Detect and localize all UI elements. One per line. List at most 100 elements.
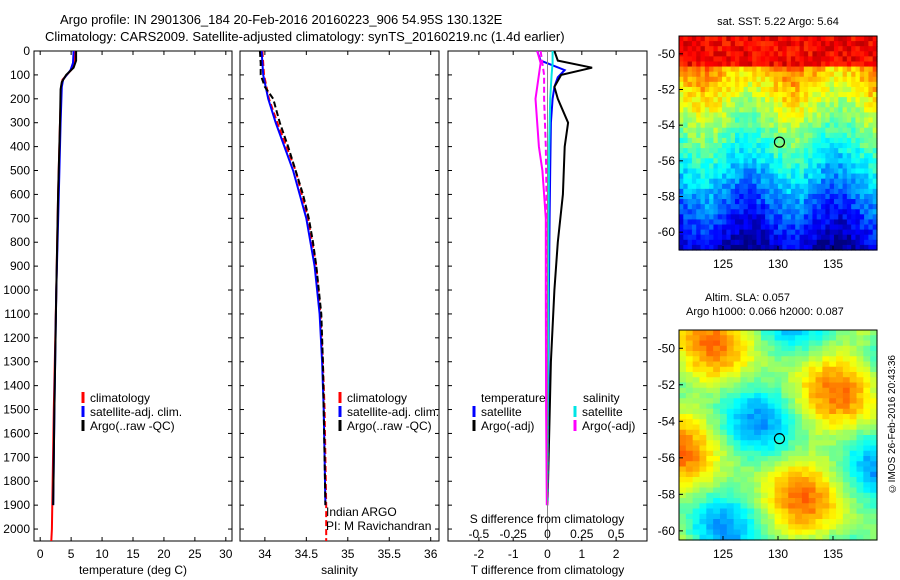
heatmap-cell <box>743 219 749 226</box>
heatmap-cell <box>692 366 701 373</box>
heatmap-cell <box>872 239 878 246</box>
heatmap-cell <box>769 81 775 88</box>
heatmap-cell <box>786 66 792 73</box>
heatmap-cell <box>706 477 714 483</box>
heatmap-cell <box>795 107 801 114</box>
heatmap-cell <box>754 419 762 426</box>
heatmap-cell <box>706 492 714 499</box>
heatmap-cell <box>730 244 736 251</box>
heatmap-cell <box>808 508 817 515</box>
heatmap-cell <box>838 112 844 119</box>
heatmap-cell <box>734 199 740 205</box>
heatmap-cell <box>683 127 689 134</box>
heatmap-cell <box>679 97 684 103</box>
heatmap-cell <box>801 435 810 441</box>
heatmap-cell <box>795 450 803 457</box>
heatmap-cell <box>747 408 755 415</box>
heatmap-cell <box>859 153 865 159</box>
heatmap-cell <box>760 239 766 246</box>
heatmap-cell <box>808 51 814 57</box>
heatmap-cell <box>699 387 707 394</box>
heatmap-cell <box>781 398 789 405</box>
s-tick-label: 0.5 <box>608 527 625 541</box>
heatmap-cell <box>717 209 723 215</box>
heatmap-cell <box>691 56 697 63</box>
heatmap-cell <box>833 102 839 108</box>
heatmap-cell <box>788 414 796 420</box>
heatmap-cell <box>815 487 823 494</box>
heatmap-cell <box>726 471 735 478</box>
heatmap-cell <box>864 219 869 226</box>
heatmap-cell <box>851 153 857 159</box>
heatmap-cell <box>815 529 823 536</box>
heatmap-cell <box>765 122 770 129</box>
heatmap-cell <box>856 382 864 389</box>
heatmap-cell <box>704 102 710 108</box>
heatmap-cell <box>859 168 865 175</box>
heatmap-cell <box>760 143 766 149</box>
heatmap-cell <box>679 132 684 139</box>
heatmap-cell <box>774 345 783 352</box>
heatmap-cell <box>851 102 857 108</box>
heatmap-cell <box>822 435 830 441</box>
heatmap-cell <box>734 193 740 200</box>
heatmap-cell <box>846 41 852 47</box>
heatmap-cell <box>808 524 817 531</box>
heatmap-cell <box>803 81 809 88</box>
heatmap-cell <box>709 183 715 190</box>
heatmap-cell <box>795 117 801 124</box>
heatmap-cell <box>743 199 749 205</box>
heatmap-cell <box>726 244 732 251</box>
heatmap-cell <box>859 36 865 42</box>
heatmap-cell <box>851 132 857 139</box>
heatmap-cell <box>855 61 861 68</box>
x-tick-label: 2 <box>613 547 620 561</box>
heatmap-cell <box>821 132 826 139</box>
heatmap-cell <box>679 445 687 452</box>
heatmap-cell <box>726 209 732 215</box>
heatmap-cell <box>699 461 707 468</box>
heatmap-cell <box>704 168 710 175</box>
heatmap-cell <box>782 163 788 170</box>
heatmap-cell <box>822 456 830 462</box>
heatmap-cell <box>812 244 818 251</box>
heatmap-cell <box>747 513 755 520</box>
heatmap-cell <box>726 424 735 431</box>
heatmap-cell <box>706 408 714 415</box>
heatmap-cell <box>815 471 823 478</box>
heatmap-cell <box>808 361 817 368</box>
heatmap-cell <box>868 41 874 47</box>
heatmap-cell <box>778 199 783 205</box>
heatmap-cell <box>754 335 762 342</box>
heatmap-cell <box>734 56 740 63</box>
heatmap-cell <box>756 168 762 175</box>
heatmap-cell <box>868 127 874 134</box>
heatmap-cell <box>713 487 721 494</box>
heatmap-cell <box>778 97 783 103</box>
heatmap-cell <box>803 193 809 200</box>
heatmap-cell <box>679 408 687 415</box>
heatmap-cell <box>825 168 831 175</box>
heatmap-cell <box>808 345 817 352</box>
heatmap-cell <box>795 435 803 441</box>
heatmap-cell <box>829 163 835 170</box>
heatmap-cell <box>679 524 687 531</box>
heatmap-cell <box>709 239 715 246</box>
heatmap-cell <box>799 143 805 149</box>
heatmap-cell <box>838 143 844 149</box>
heatmap-cell <box>743 158 749 164</box>
heatmap-cell <box>774 356 783 363</box>
heatmap-cell <box>815 450 823 457</box>
heatmap-cell <box>822 408 830 415</box>
heatmap-cell <box>778 61 783 68</box>
heatmap-cell <box>795 445 803 452</box>
heatmap-cell <box>822 393 830 399</box>
heatmap-cell <box>786 97 792 103</box>
heatmap-cell <box>846 214 852 221</box>
heatmap-cell <box>816 168 822 175</box>
heatmap-cell <box>870 440 878 447</box>
heatmap-cell <box>799 46 805 52</box>
heatmap-cell <box>799 158 805 164</box>
heatmap-cell <box>868 234 874 241</box>
heatmap-cell <box>713 387 721 394</box>
